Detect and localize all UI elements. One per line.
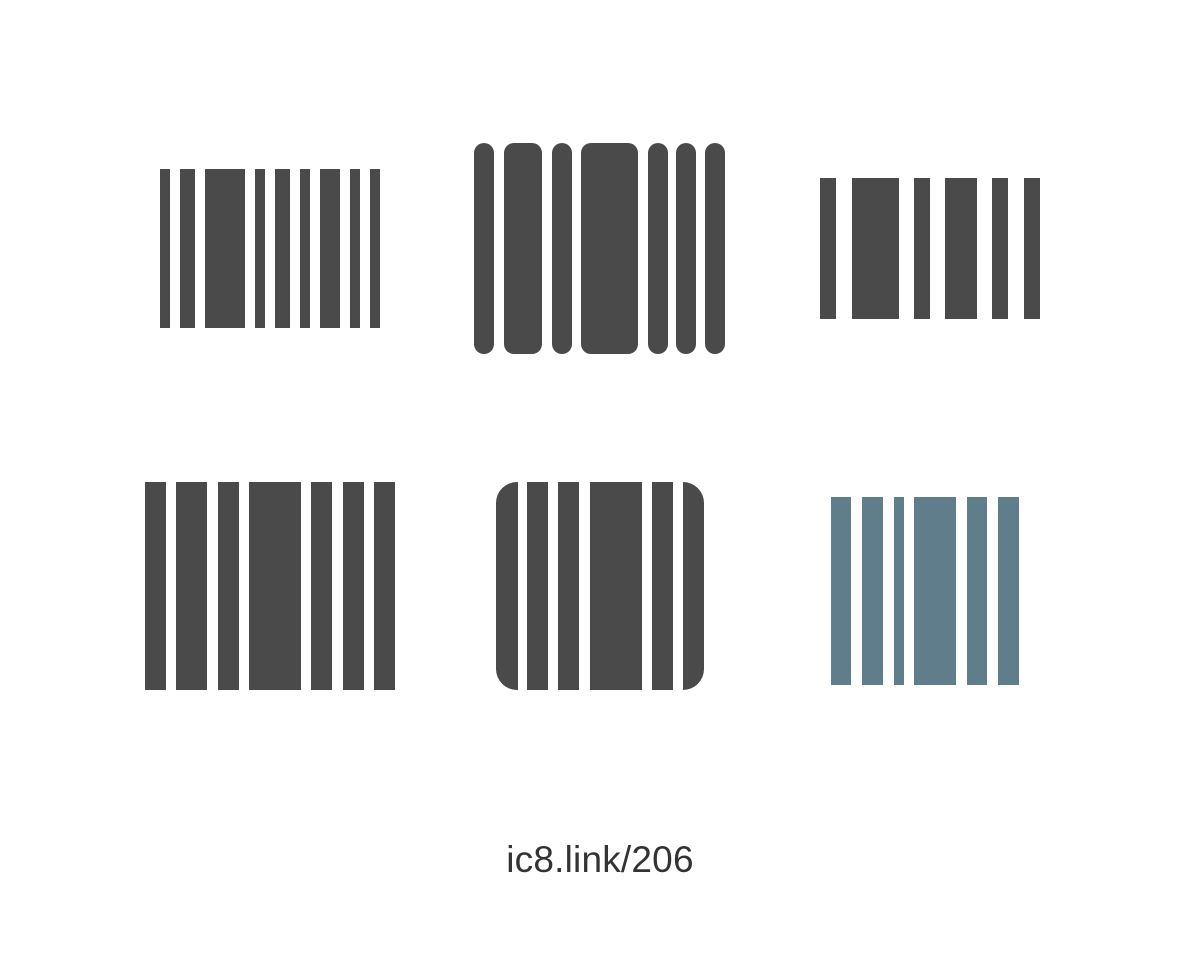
barcode-icon [831, 497, 1019, 685]
barcode-icon [820, 178, 1040, 319]
barcode-icon [160, 169, 380, 328]
barcode-icon [474, 143, 725, 354]
barcode-icon [496, 482, 704, 690]
barcode-icon [145, 482, 395, 690]
source-link-caption[interactable]: ic8.link/206 [506, 839, 694, 880]
